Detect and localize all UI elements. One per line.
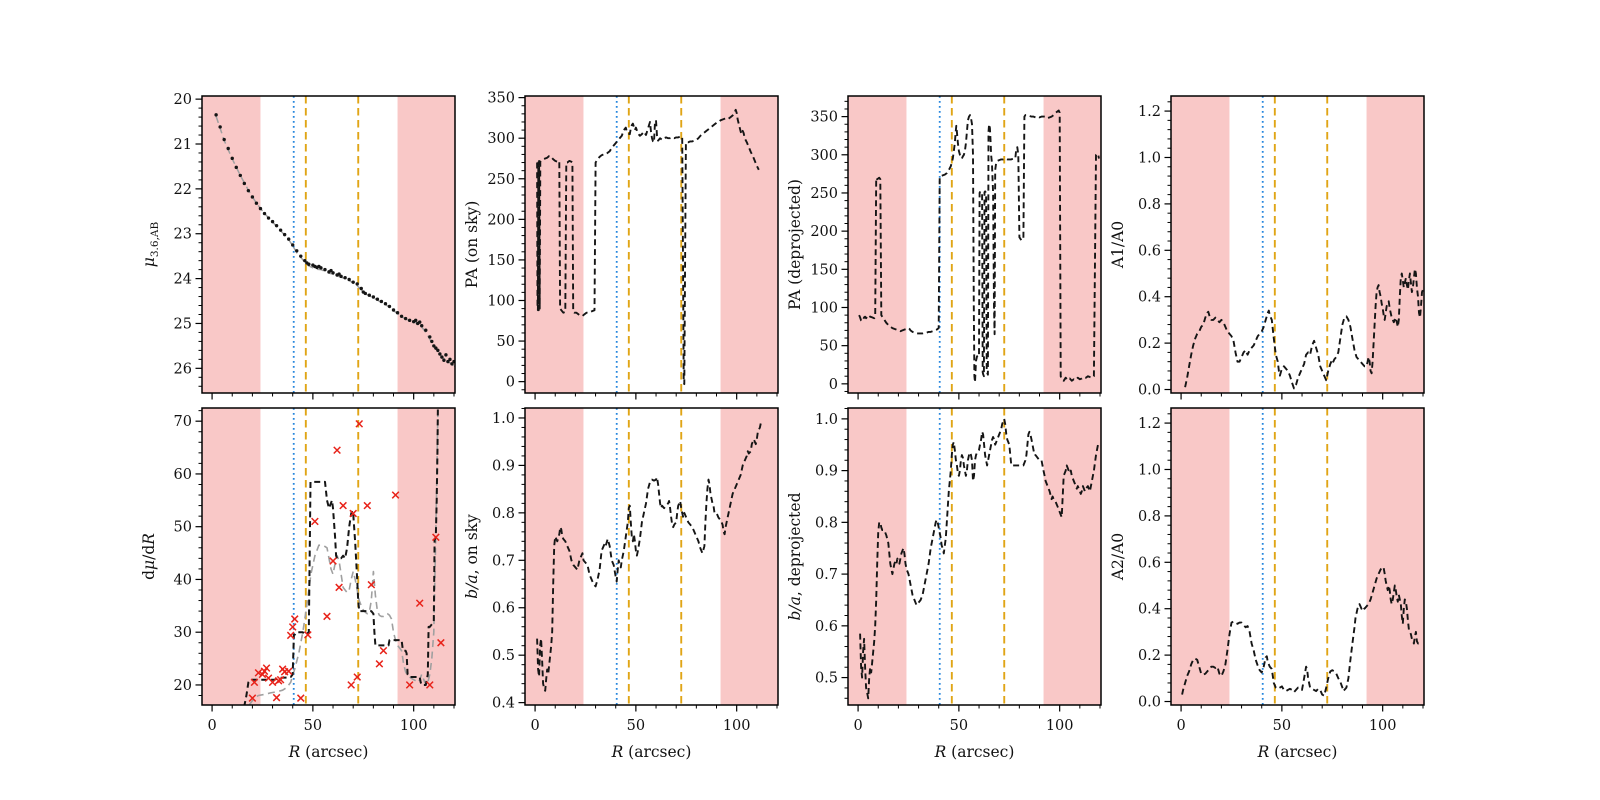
svg-text:100: 100 [400,718,428,734]
svg-text:A1/A0: A1/A0 [1109,221,1127,269]
svg-text:23: 23 [174,227,192,243]
svg-text:PA (deprojected): PA (deprojected) [786,179,804,310]
svg-text:50: 50 [1273,718,1291,734]
svg-text:PA (on sky): PA (on sky) [463,201,481,289]
svg-text:0.8: 0.8 [1138,197,1161,213]
svg-text:300: 300 [810,148,838,164]
svg-text:0.4: 0.4 [492,696,515,712]
svg-text:0.5: 0.5 [492,648,515,664]
svg-text:26: 26 [174,361,192,377]
svg-text:0.6: 0.6 [492,601,515,617]
svg-text:0.5: 0.5 [815,671,838,687]
svg-text:20: 20 [174,678,192,694]
svg-text:100: 100 [1046,718,1074,734]
svg-text:0.8: 0.8 [492,506,515,522]
svg-text:1.0: 1.0 [815,412,838,428]
svg-text:0: 0 [506,375,515,391]
svg-text:1.2: 1.2 [1138,104,1161,120]
svg-text:21: 21 [174,137,192,153]
panel-axis-ratio-deprojected: 0 50 100 0.5 0.6 0.7 0.8 0.9 1.0 R (arcsec) b/a, d… [786,407,1102,761]
svg-text:50: 50 [627,718,645,734]
svg-text:20: 20 [174,92,192,108]
svg-text:0.8: 0.8 [1138,509,1161,525]
svg-text:1.0: 1.0 [492,411,515,427]
panel-a1-a0: 0.0 0.2 0.4 0.6 0.8 1.0 1.2 A1/A0 [1109,95,1425,400]
svg-text:0.9: 0.9 [492,458,515,474]
svg-text:1.2: 1.2 [1138,416,1161,432]
svg-text:0.9: 0.9 [815,464,838,480]
svg-text:25: 25 [174,316,192,332]
svg-text:0.4: 0.4 [1138,290,1161,306]
svg-text:200: 200 [810,224,838,240]
svg-text:R (arcsec): R (arcsec) [934,743,1015,761]
svg-text:22: 22 [174,182,192,198]
svg-text:R (arcsec): R (arcsec) [1257,743,1338,761]
svg-text:50: 50 [304,718,322,734]
svg-text:R (arcsec): R (arcsec) [611,743,692,761]
svg-text:200: 200 [487,212,515,228]
svg-text:0.6: 0.6 [815,619,838,635]
svg-text:30: 30 [174,625,192,641]
svg-text:dμ/dR: dμ/dR [140,533,158,580]
svg-text:150: 150 [487,253,515,269]
svg-text:250: 250 [810,186,838,202]
svg-text:350: 350 [487,91,515,107]
svg-text:100: 100 [1369,718,1397,734]
svg-text:0: 0 [1176,718,1185,734]
svg-text:0.2: 0.2 [1138,336,1161,352]
svg-text:1.0: 1.0 [1138,150,1161,166]
svg-text:50: 50 [174,520,192,536]
svg-text:60: 60 [174,467,192,483]
svg-text:b/a, on sky: b/a, on sky [463,514,481,599]
panel-a2-a0: 0 50 100 0.0 0.2 0.4 0.6 0.8 1.0 1.2 R (arcsec) A2/… [1109,407,1425,761]
svg-text:50: 50 [497,334,515,350]
svg-text:250: 250 [487,172,515,188]
svg-text:300: 300 [487,131,515,147]
svg-text:100: 100 [810,300,838,316]
svg-text:0.2: 0.2 [1138,648,1161,664]
svg-text:40: 40 [174,572,192,588]
panel-surface-brightness: 20 21 22 23 24 25 26 μ3.6,AB [140,92,456,400]
svg-text:0: 0 [207,718,216,734]
svg-text:1.0: 1.0 [1138,462,1161,478]
svg-text:0.7: 0.7 [815,567,838,583]
svg-text:50: 50 [820,339,838,355]
svg-text:0.6: 0.6 [1138,555,1161,571]
panel-pa-on-sky: 0 50 100 150 200 250 300 350 PA (on sky) [463,91,779,400]
svg-text:0.6: 0.6 [1138,243,1161,259]
svg-text:100: 100 [723,718,751,734]
svg-text:0: 0 [530,718,539,734]
svg-text:0.0: 0.0 [1138,383,1161,399]
svg-text:50: 50 [950,718,968,734]
svg-text:24: 24 [174,272,192,288]
svg-text:0.0: 0.0 [1138,695,1161,711]
panel-mu-gradient: 0 50 100 20 30 40 50 60 70 R (arcsec) dμ/dR [140,407,456,761]
svg-text:μ3.6,AB: μ3.6,AB [140,222,161,268]
svg-text:0.7: 0.7 [492,553,515,569]
svg-text:350: 350 [810,110,838,126]
svg-text:100: 100 [487,293,515,309]
svg-text:0: 0 [829,377,838,393]
svg-text:150: 150 [810,262,838,278]
svg-text:70: 70 [174,414,192,430]
svg-text:b/a, deprojected: b/a, deprojected [786,492,804,620]
svg-text:R (arcsec): R (arcsec) [288,743,369,761]
svg-text:0.8: 0.8 [815,515,838,531]
panel-axis-ratio-on-sky: 0 50 100 0.4 0.5 0.6 0.7 0.8 0.9 1.0 R (arcsec) b/a… [463,407,779,761]
panel-pa-deprojected: 0 50 100 150 200 250 300 350 PA (deprojected) [786,95,1102,400]
svg-text:A2/A0: A2/A0 [1109,533,1127,581]
svg-text:0.4: 0.4 [1138,602,1161,618]
svg-text:0: 0 [853,718,862,734]
